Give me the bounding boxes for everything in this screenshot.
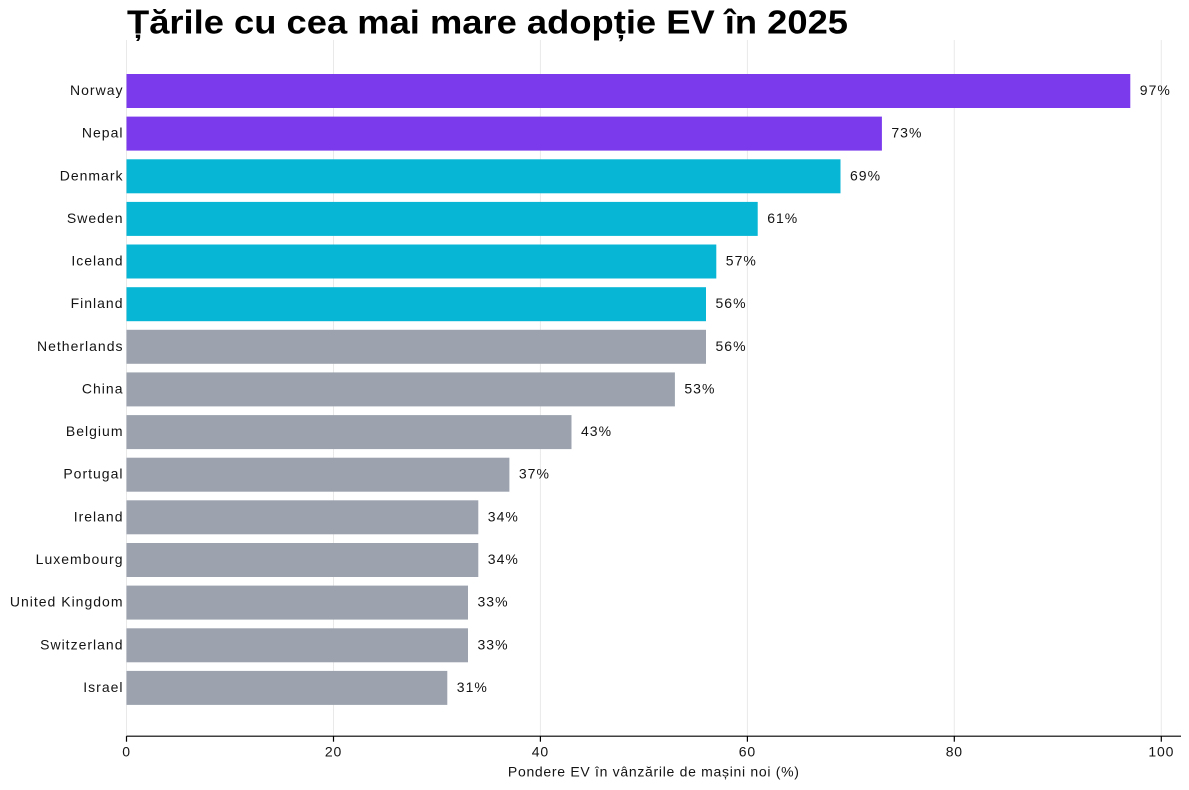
svg-text:31%: 31% bbox=[457, 679, 488, 695]
svg-text:60: 60 bbox=[739, 744, 756, 760]
svg-text:Ireland: Ireland bbox=[74, 508, 124, 524]
svg-text:100: 100 bbox=[1148, 744, 1174, 760]
svg-text:61%: 61% bbox=[767, 210, 798, 226]
svg-text:20: 20 bbox=[325, 744, 342, 760]
svg-text:Portugal: Portugal bbox=[63, 466, 123, 482]
svg-text:Iceland: Iceland bbox=[71, 253, 123, 269]
svg-text:43%: 43% bbox=[581, 423, 612, 439]
svg-text:Netherlands: Netherlands bbox=[37, 338, 124, 354]
svg-text:73%: 73% bbox=[891, 125, 922, 141]
svg-text:80: 80 bbox=[946, 744, 963, 760]
svg-text:56%: 56% bbox=[716, 295, 747, 311]
svg-text:33%: 33% bbox=[478, 594, 509, 610]
svg-text:33%: 33% bbox=[478, 636, 509, 652]
svg-text:Belgium: Belgium bbox=[66, 423, 124, 439]
svg-text:Nepal: Nepal bbox=[82, 125, 124, 141]
svg-text:China: China bbox=[82, 380, 124, 396]
svg-text:Israel: Israel bbox=[83, 679, 123, 695]
svg-text:53%: 53% bbox=[684, 380, 715, 396]
svg-text:Sweden: Sweden bbox=[67, 210, 124, 226]
svg-text:Țările cu cea mai mare adopție: Țările cu cea mai mare adopție EV în 202… bbox=[127, 4, 848, 42]
svg-text:56%: 56% bbox=[716, 338, 747, 354]
svg-text:97%: 97% bbox=[1140, 82, 1171, 98]
svg-text:United Kingdom: United Kingdom bbox=[10, 594, 124, 610]
svg-text:Switzerland: Switzerland bbox=[40, 636, 123, 652]
svg-text:40: 40 bbox=[532, 744, 549, 760]
svg-text:Finland: Finland bbox=[71, 295, 124, 311]
svg-text:34%: 34% bbox=[488, 508, 519, 524]
svg-text:34%: 34% bbox=[488, 551, 519, 567]
svg-text:0: 0 bbox=[122, 744, 131, 760]
svg-text:57%: 57% bbox=[726, 253, 757, 269]
svg-text:Norway: Norway bbox=[70, 82, 123, 98]
svg-text:Pondere EV în vânzările de maș: Pondere EV în vânzările de mașini noi (%… bbox=[508, 764, 800, 780]
svg-text:69%: 69% bbox=[850, 167, 881, 183]
svg-text:Denmark: Denmark bbox=[60, 167, 124, 183]
svg-text:Luxembourg: Luxembourg bbox=[36, 551, 124, 567]
svg-text:37%: 37% bbox=[519, 466, 550, 482]
